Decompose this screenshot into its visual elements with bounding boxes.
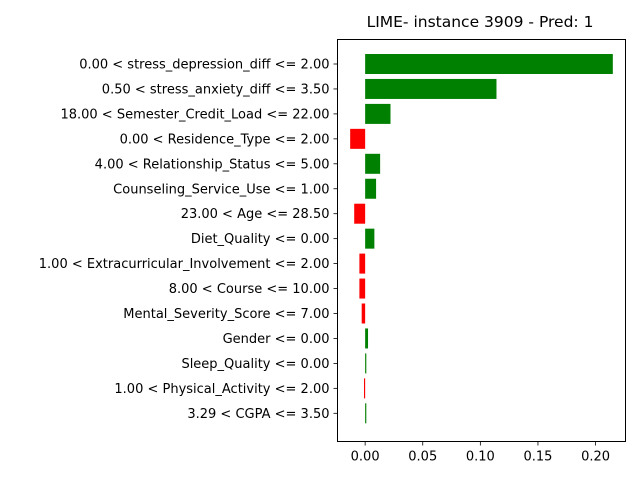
bar-10: [361, 303, 366, 324]
chart-title: LIME- instance 3909 - Pred: 1: [367, 13, 594, 31]
bar-4: [365, 153, 381, 174]
y-label-3: 0.00 < Residence_Type <= 2.00: [120, 132, 330, 147]
y-label-2: 18.00 < Semester_Credit_Load <= 22.00: [60, 107, 329, 122]
bar-6: [354, 203, 366, 224]
x-tick-label-1: 0.05: [408, 450, 437, 465]
bar-7: [365, 228, 375, 249]
y-label-1: 0.50 < stress_anxiety_diff <= 3.50: [102, 82, 330, 97]
y-label-12: Sleep_Quality <= 0.00: [181, 357, 329, 372]
bar-12: [365, 353, 367, 374]
y-label-5: Counseling_Service_Use <= 1.00: [113, 182, 329, 197]
y-label-8: 1.00 < Extracurricular_Involvement <= 2.…: [39, 257, 330, 272]
bar-0: [365, 54, 613, 74]
y-label-11: Gender <= 0.00: [223, 332, 330, 347]
bar-1: [365, 78, 497, 99]
x-tick-label-2: 0.10: [466, 450, 495, 465]
y-label-14: 3.29 < CGPA <= 3.50: [187, 407, 329, 422]
bar-8: [359, 253, 366, 274]
bar-3: [350, 128, 366, 149]
y-label-7: Diet_Quality <= 0.00: [191, 232, 330, 247]
y-label-9: 8.00 < Course <= 10.00: [169, 282, 330, 297]
bar-11: [365, 328, 369, 349]
x-tick-label-0: 0.00: [351, 450, 380, 465]
x-axis: 0.00 0.05 0.10 0.15 0.20: [351, 441, 610, 465]
bar-14: [365, 403, 367, 424]
bar-2: [365, 103, 391, 124]
x-tick-label-4: 0.20: [581, 450, 610, 465]
bar-13: [363, 378, 366, 399]
bars-group: [350, 54, 613, 424]
y-label-13: 1.00 < Physical_Activity <= 2.00: [114, 382, 329, 397]
bar-5: [365, 178, 377, 199]
y-label-10: Mental_Severity_Score <= 7.00: [123, 307, 329, 322]
y-tick-labels: 0.00 < stress_depression_diff <= 2.00 0.5…: [39, 58, 338, 422]
bar-9: [359, 278, 366, 299]
y-label-0: 0.00 < stress_depression_diff <= 2.00: [79, 58, 329, 73]
x-tick-label-3: 0.15: [523, 450, 552, 465]
plot-frame: [337, 39, 626, 442]
y-label-6: 23.00 < Age <= 28.50: [181, 207, 330, 222]
y-label-4: 4.00 < Relationship_Status <= 5.00: [95, 157, 330, 172]
